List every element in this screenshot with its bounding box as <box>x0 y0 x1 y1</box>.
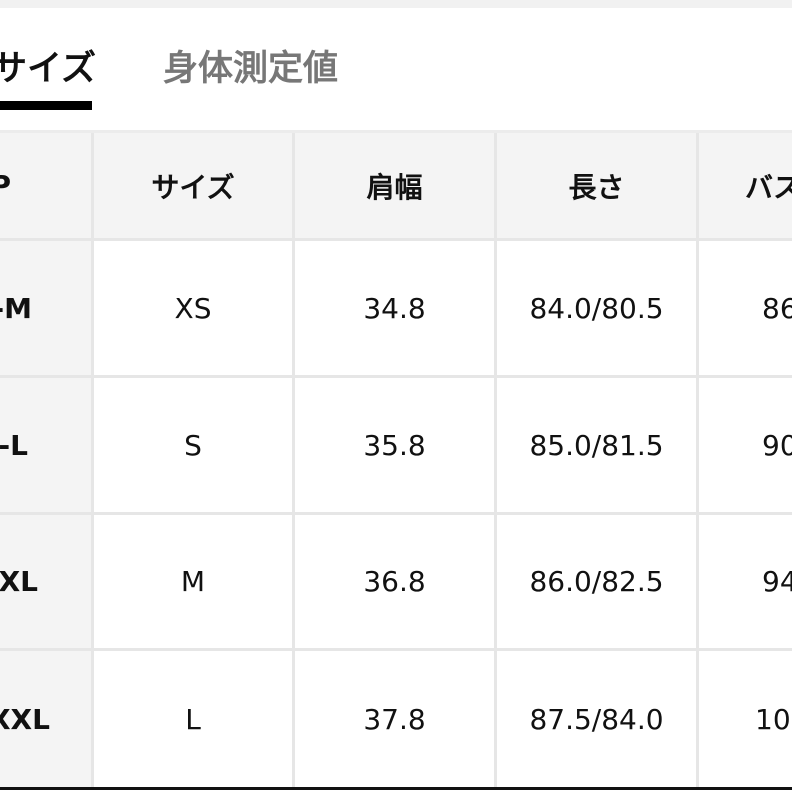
table-row: XL M 36.8 86.0/82.5 94 <box>0 515 792 651</box>
table-cell: XS <box>91 241 292 375</box>
header-cell: サイズ <box>91 133 292 238</box>
header-cell: バス <box>696 133 792 238</box>
table-row: XXL L 37.8 87.5/84.0 10 <box>0 651 792 787</box>
table-cell: S <box>91 378 292 512</box>
table-cell: 34.8 <box>292 241 494 375</box>
active-tab-indicator <box>0 101 92 110</box>
size-table: P サイズ 肩幅 長さ バス -M XS 34.8 84.0/80.5 86 -… <box>0 133 792 787</box>
header-cell: 肩幅 <box>292 133 494 238</box>
table-cell: XL <box>0 515 91 648</box>
table-cell: 36.8 <box>292 515 494 648</box>
header-cell: 長さ <box>494 133 696 238</box>
table-cell: 10 <box>696 651 792 787</box>
table-cell: 87.5/84.0 <box>494 651 696 787</box>
table-cell: 84.0/80.5 <box>494 241 696 375</box>
tab-size[interactable]: サイズ <box>0 49 96 89</box>
table-cell: 35.8 <box>292 378 494 512</box>
table-cell: M <box>91 515 292 648</box>
table-cell: 86.0/82.5 <box>494 515 696 648</box>
table-cell: 37.8 <box>292 651 494 787</box>
table-row: -L S 35.8 85.0/81.5 90 <box>0 378 792 515</box>
table-cell: 86 <box>696 241 792 375</box>
table-cell: L <box>91 651 292 787</box>
tab-body-measurements[interactable]: 身体測定値 <box>163 49 339 89</box>
table-cell: 94 <box>696 515 792 648</box>
table-cell: 85.0/81.5 <box>494 378 696 512</box>
header-cell: P <box>0 133 91 238</box>
table-header-row: P サイズ 肩幅 長さ バス <box>0 133 792 241</box>
table-cell: 90 <box>696 378 792 512</box>
table-cell: XXL <box>0 651 91 787</box>
table-cell: -L <box>0 378 91 512</box>
table-row: -M XS 34.8 84.0/80.5 86 <box>0 241 792 378</box>
divider <box>0 130 792 133</box>
bottom-border <box>0 787 792 790</box>
table-cell: -M <box>0 241 91 375</box>
top-strip <box>0 0 792 8</box>
